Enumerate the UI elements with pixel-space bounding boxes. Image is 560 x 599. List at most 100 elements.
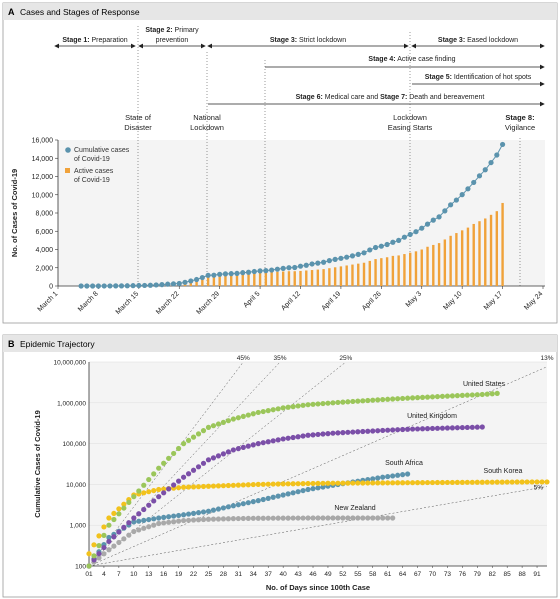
- cumulative-point: [482, 167, 488, 173]
- cumulative-point: [476, 173, 483, 179]
- series-point-3: [375, 480, 381, 486]
- active-case-bar: [281, 271, 285, 286]
- series-point-0: [230, 416, 236, 422]
- cumulative-point: [170, 281, 177, 287]
- series-point-2: [385, 473, 391, 480]
- active-case-bar: [409, 252, 412, 286]
- series-point-4: [275, 515, 281, 521]
- series-point-0: [414, 395, 421, 401]
- series-point-0: [454, 393, 460, 399]
- series-point-4: [370, 515, 376, 521]
- cumulative-point: [384, 241, 390, 248]
- growth-reference-line: [88, 366, 548, 567]
- series-point-0: [444, 393, 451, 399]
- active-case-bar: [472, 223, 475, 286]
- series-point-2: [300, 487, 306, 494]
- cumulative-point: [90, 283, 96, 289]
- cumulative-point: [188, 278, 194, 284]
- stage-2-label-line2: prevention: [156, 37, 189, 44]
- series-point-0: [235, 415, 241, 421]
- legend-active-label-2: of Covid-19: [74, 177, 110, 184]
- series-point-0: [330, 400, 336, 406]
- x-tick-label-b: 25: [205, 571, 213, 578]
- panel-a-title: Cases and Stages of Response: [20, 7, 140, 17]
- active-case-bar: [357, 263, 360, 286]
- series-point-2: [390, 473, 396, 479]
- series-point-3: [220, 483, 227, 489]
- cumulative-point: [494, 152, 500, 158]
- active-case-bar: [201, 277, 204, 286]
- active-case-bar: [333, 267, 337, 286]
- series-point-3: [494, 479, 500, 485]
- series-point-3: [285, 481, 291, 487]
- series-point-0: [320, 400, 326, 407]
- cumulative-point: [465, 186, 471, 192]
- series-point-3: [424, 479, 431, 486]
- series-point-3: [210, 483, 217, 489]
- series-point-4: [235, 515, 241, 522]
- y-tick-label-b: 1,000: [70, 523, 87, 530]
- series-point-2: [141, 517, 147, 523]
- series-point-1: [195, 464, 202, 470]
- series-point-2: [395, 472, 401, 478]
- series-point-0: [419, 394, 426, 400]
- series-point-1: [390, 427, 396, 433]
- cumulative-point: [84, 283, 90, 289]
- series-point-1: [265, 439, 271, 445]
- series-point-1: [280, 436, 286, 442]
- series-point-0: [375, 397, 381, 403]
- cumulative-point: [488, 159, 494, 166]
- series-point-1: [225, 449, 231, 455]
- active-case-bar: [495, 211, 499, 286]
- active-case-bar: [455, 233, 458, 286]
- stage-5-label: Stage 5: Identification of hot spots: [425, 74, 532, 81]
- series-point-0: [365, 397, 371, 404]
- growth-rate-label: 25%: [339, 355, 352, 362]
- series-point-3: [380, 480, 386, 486]
- series-point-1: [380, 427, 386, 434]
- x-tick-label-b: 22: [190, 571, 198, 578]
- series-point-0: [409, 395, 416, 401]
- series-point-0: [340, 399, 346, 405]
- series-point-4: [171, 519, 177, 525]
- series-point-3: [200, 483, 207, 490]
- series-point-3: [141, 490, 147, 496]
- x-tick-label-b: 64: [399, 571, 407, 578]
- series-point-4: [340, 515, 346, 521]
- panel-b-letter: B: [8, 339, 15, 349]
- x-tick-label-b: 49: [324, 571, 332, 578]
- series-point-1: [310, 432, 316, 438]
- series-point-0: [484, 391, 490, 397]
- y-tick-label-a: 6,000: [35, 229, 53, 236]
- series-point-0: [275, 406, 281, 412]
- series-point-1: [270, 438, 276, 444]
- series-point-3: [454, 479, 460, 485]
- cumulative-point: [251, 268, 257, 275]
- series-point-2: [290, 490, 296, 496]
- y-tick-label-a: 14,000: [32, 156, 54, 163]
- active-case-bar: [420, 249, 423, 286]
- cumulative-point: [199, 274, 205, 281]
- series-point-1: [400, 426, 406, 433]
- cumulative-point: [78, 283, 84, 289]
- series-point-1: [126, 520, 132, 526]
- active-case-bar: [466, 227, 470, 286]
- series-point-0: [305, 402, 311, 408]
- series-point-4: [365, 515, 371, 521]
- cumulative-point: [471, 179, 477, 186]
- series-point-1: [370, 428, 376, 434]
- series-point-2: [285, 491, 291, 497]
- series-point-4: [390, 515, 396, 521]
- legend-cumulative-marker: [65, 147, 71, 153]
- series-point-3: [484, 479, 490, 485]
- series-point-4: [230, 516, 236, 522]
- series-point-2: [305, 486, 311, 493]
- series-point-0: [370, 397, 376, 403]
- series-point-3: [310, 480, 316, 487]
- series-point-4: [141, 525, 147, 531]
- cumulative-point: [424, 221, 431, 227]
- series-point-2: [260, 496, 266, 503]
- series-point-4: [205, 516, 212, 522]
- series-point-3: [101, 524, 107, 530]
- series-point-1: [330, 430, 336, 436]
